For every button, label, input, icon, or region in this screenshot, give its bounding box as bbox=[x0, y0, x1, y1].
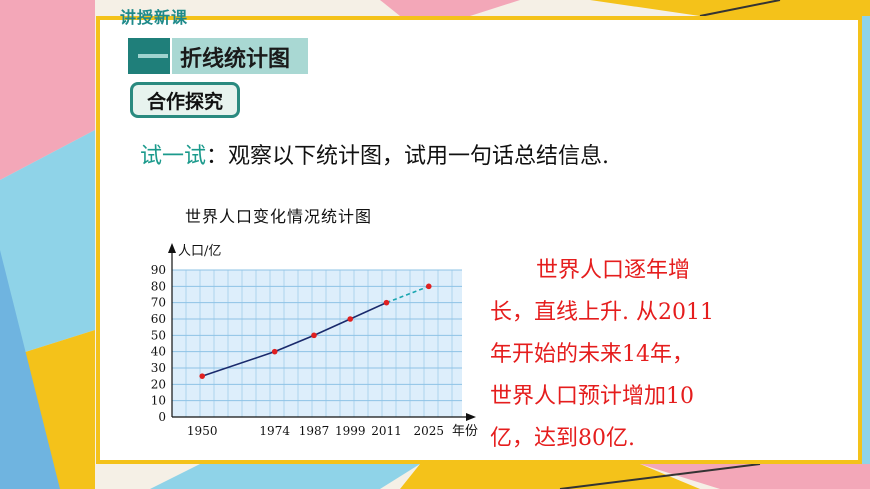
y-tick-label: 90 bbox=[151, 263, 166, 277]
summary-line: 世界人口预计增加10 bbox=[490, 384, 694, 409]
y-axis-label: 人口/亿 bbox=[178, 244, 221, 259]
y-tick-label: 10 bbox=[151, 394, 166, 408]
x-tick-label: 2025 bbox=[413, 424, 444, 438]
series-line-segment bbox=[313, 318, 351, 337]
y-tick-label: 50 bbox=[151, 328, 166, 342]
y-tick-label: 80 bbox=[151, 279, 166, 293]
section-title-text: 折线统计图 bbox=[180, 47, 291, 72]
y-tick-label: 40 bbox=[151, 345, 166, 359]
chart-summary: 世界人口逐年增 长，直线上升. 从2011 年开始的未来14年， 世界人口预计增… bbox=[490, 250, 740, 460]
instruction-lead: 试一试 bbox=[140, 144, 207, 169]
plot-area bbox=[172, 270, 462, 417]
section-title-bar bbox=[172, 38, 308, 74]
series-line-segment bbox=[274, 334, 315, 353]
population-line-chart: 0 10 20 30 40 50 60 70 80 90 人口/亿年份 1950 1974 1987 199… bbox=[151, 243, 478, 439]
instruction-text: ：观察以下统计图，试用一句话总结信息. bbox=[206, 144, 610, 169]
summary-line: 亿，达到80亿. bbox=[490, 426, 635, 451]
data-point bbox=[199, 373, 206, 379]
series-line-segment bbox=[349, 301, 387, 320]
instruction: 试一试：观察以下统计图，试用一句话总结信息. bbox=[140, 138, 609, 170]
section-title-mark-line bbox=[138, 54, 168, 58]
x-tick-label: 1999 bbox=[335, 424, 366, 438]
projected-line-segment bbox=[386, 285, 430, 304]
y-tick-label: 0 bbox=[158, 410, 166, 424]
chart-title: 世界人口变化情况统计图 bbox=[185, 207, 373, 226]
x-tick-label: 2011 bbox=[371, 424, 402, 438]
summary-line: 长，直线上升. 从2011 bbox=[490, 300, 714, 325]
summary-line: 世界人口逐年增 bbox=[536, 258, 691, 283]
series-line-segment bbox=[201, 350, 275, 377]
y-tick-label: 60 bbox=[151, 312, 166, 326]
data-point bbox=[383, 299, 390, 306]
x-tick-label: 1950 bbox=[187, 424, 218, 438]
section-tag: 讲授新课 bbox=[120, 8, 189, 27]
cooperative-explore-badge: 合作探究 bbox=[130, 82, 240, 118]
data-point bbox=[271, 348, 278, 355]
y-tick-label: 70 bbox=[151, 296, 166, 310]
x-tick-label: 1974 bbox=[259, 424, 290, 438]
data-point bbox=[311, 332, 317, 339]
x-axis-arrow bbox=[466, 413, 476, 421]
data-point bbox=[347, 316, 354, 322]
summary-line: 年开始的未来14年， bbox=[490, 342, 694, 367]
y-tick-label: 30 bbox=[151, 361, 166, 375]
x-axis-label: 年份 bbox=[452, 424, 478, 439]
x-tick-label: 1987 bbox=[299, 424, 330, 438]
data-point bbox=[425, 283, 432, 290]
y-tick-label: 20 bbox=[151, 377, 166, 391]
section-title: 折线统计图 bbox=[128, 38, 308, 74]
y-axis-arrow bbox=[168, 243, 176, 253]
